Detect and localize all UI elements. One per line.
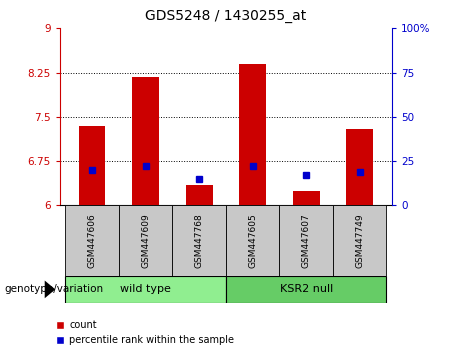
Text: KSR2 null: KSR2 null [279, 284, 333, 295]
Text: GSM447607: GSM447607 [301, 213, 311, 268]
Text: GSM447749: GSM447749 [355, 213, 364, 268]
Text: GSM447609: GSM447609 [141, 213, 150, 268]
Text: GSM447606: GSM447606 [88, 213, 96, 268]
Bar [239, 64, 266, 205]
Bar [186, 185, 213, 205]
Bar [346, 129, 373, 205]
Bar [172, 205, 226, 276]
Bar [226, 276, 386, 303]
Bar [119, 205, 172, 276]
Bar [132, 77, 159, 205]
Bar [226, 205, 279, 276]
Bar [65, 276, 226, 303]
Bar [333, 205, 386, 276]
Text: genotype/variation: genotype/variation [5, 284, 104, 295]
Bar [293, 190, 319, 205]
Bar [279, 205, 333, 276]
Bar [65, 205, 119, 276]
Bar [79, 126, 106, 205]
Polygon shape [45, 280, 55, 298]
Text: GSM447768: GSM447768 [195, 213, 204, 268]
Legend: count, percentile rank within the sample: count, percentile rank within the sample [51, 316, 238, 349]
Text: GSM447605: GSM447605 [248, 213, 257, 268]
Title: GDS5248 / 1430255_at: GDS5248 / 1430255_at [145, 9, 307, 23]
Text: wild type: wild type [120, 284, 171, 295]
